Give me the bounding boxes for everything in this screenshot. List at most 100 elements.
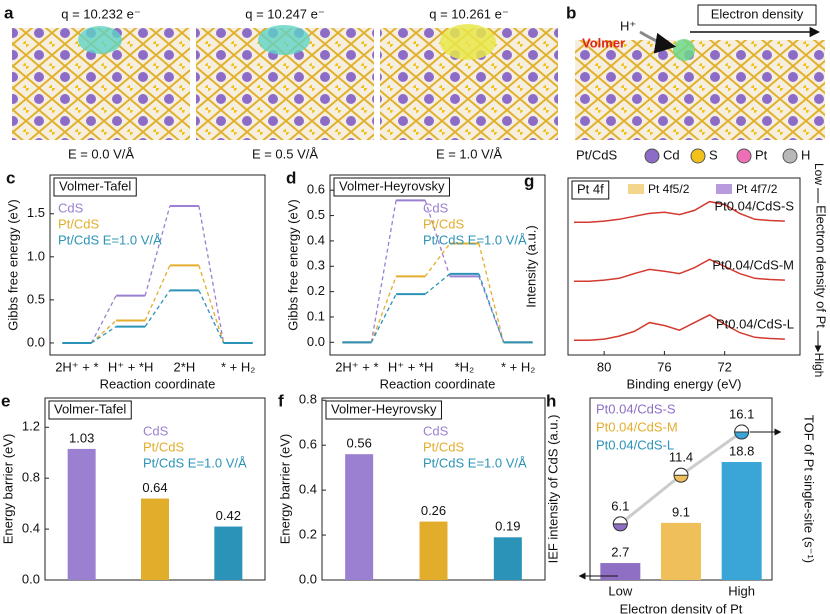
charge-label: q = 10.232 e⁻: [61, 6, 141, 21]
energy-connector: [478, 273, 505, 343]
legend-label: Pt/CdS E=1.0 V/Å: [143, 455, 247, 470]
value-label: 1.03: [69, 430, 94, 445]
bar: [661, 522, 701, 580]
y-tick-label: 0.0: [22, 571, 40, 586]
bar: [67, 448, 96, 580]
charge-label: q = 10.261 e⁻: [429, 6, 509, 21]
x-tick-label: 2H⁺ + *: [55, 359, 98, 374]
x-tick-label: 72: [717, 359, 731, 374]
y-tick-label: 0.2: [299, 526, 317, 541]
bar: [600, 563, 641, 580]
label-box: [697, 4, 817, 26]
legend-swatch: [716, 184, 732, 194]
legend-label: Pt/CdS: [58, 216, 100, 231]
x-tick-label: 76: [657, 359, 671, 374]
y-tick-label: 0.4: [299, 482, 317, 497]
x-tick-label: High: [728, 583, 755, 598]
legend-label: Pt/CdS E=1.0 V/Å: [58, 232, 162, 247]
x-axis-label: Binding energy (eV): [627, 376, 742, 391]
y-tick-label: 0.3: [307, 258, 325, 273]
energy-connector: [424, 243, 451, 277]
side-label: High: [812, 353, 826, 378]
step-label: Volmer: [582, 35, 625, 50]
side-label: Electron density of Pt: [814, 205, 829, 328]
field-label: E = 1.0 V/Å: [436, 146, 502, 161]
energy-connector: [90, 295, 117, 344]
y-tick-label: 0.4: [22, 521, 40, 536]
y2-axis-label: TOF of Pt single-site (s⁻¹): [802, 415, 817, 563]
x-tick-label: Low: [608, 583, 632, 598]
legend-swatch: [782, 148, 798, 164]
legend-swatch: [690, 148, 706, 164]
panel-label: e: [1, 391, 10, 410]
field-label: E = 0.0 V/Å: [68, 146, 134, 161]
title-box: [571, 180, 610, 200]
energy-connector: [144, 290, 171, 327]
legend-label: Pt0.04/CdS-M: [596, 419, 678, 434]
value-label: 18.8: [729, 443, 754, 458]
energy-connector: [370, 200, 397, 343]
legend-label: CdS: [423, 423, 449, 438]
energy-connector: [478, 243, 505, 343]
legend-label: Cd: [663, 147, 680, 162]
spectrum: [574, 314, 785, 342]
y-tick-label: 0.0: [299, 571, 317, 586]
energy-connector: [198, 205, 225, 344]
arrow-label: Electron density: [711, 6, 804, 21]
panel-label: f: [278, 391, 284, 410]
legend-label: Pt/CdS E=1.0 V/Å: [423, 232, 527, 247]
y-tick-label: 0.5: [27, 291, 45, 306]
y-tick-label: 0.0: [307, 334, 325, 349]
energy-connector: [198, 290, 225, 344]
bar: [214, 526, 243, 580]
x-tick-label: 2H⁺ + *: [335, 359, 378, 374]
energy-connector: [424, 273, 451, 295]
legend-label: CdS: [143, 423, 169, 438]
legend-label: Pt/CdS: [423, 439, 465, 454]
spectrum-label: Pt0.04/CdS-S: [715, 199, 795, 214]
y-tick-label: 0.6: [307, 182, 325, 197]
legend-swatch: [736, 148, 752, 164]
panel-title: Volmer-Heyrovsky: [339, 178, 445, 193]
bar: [419, 521, 448, 580]
tof-point-cap: [673, 467, 689, 476]
field-label: E = 0.5 V/Å: [252, 146, 318, 161]
legend-swatch: [628, 184, 644, 194]
y-tick-label: 0.1: [307, 308, 325, 323]
y-tick-label: 0.6: [299, 437, 317, 452]
value-label: 11.4: [669, 450, 693, 465]
charge-label: q = 10.247 e⁻: [245, 6, 325, 21]
legend-label: Pt0.04/CdS-S: [596, 401, 676, 416]
y-axis-label: Gibbs free energy (eV): [5, 199, 20, 331]
legend-label: Pt/CdS: [423, 216, 465, 231]
plot-frame: [49, 174, 266, 356]
energy-connector: [90, 320, 117, 344]
legend-label: S: [709, 147, 718, 162]
h-atom: [673, 39, 695, 61]
legend-label: CdS: [58, 200, 84, 215]
energy-connector: [144, 265, 171, 321]
title-box: [53, 177, 137, 197]
spectrum-label: Pt0.04/CdS-L: [716, 317, 794, 332]
energy-connector: [424, 200, 451, 277]
y-axis-label: Gibbs free energy (eV): [285, 199, 300, 331]
legend-label: H: [801, 147, 810, 162]
legend: Cd S Pt H: [644, 147, 810, 164]
y-tick-label: 1.5: [27, 205, 45, 220]
side-label: Low: [812, 163, 826, 185]
panel-title: Volmer-Tafel: [59, 178, 131, 193]
bar: [141, 498, 169, 580]
value-label: 0.26: [421, 503, 446, 518]
y-axis-label: Energy barrier (eV): [0, 434, 15, 545]
y-tick-label: 0.4: [307, 232, 325, 247]
panel-label: a: [4, 3, 14, 22]
y-tick-label: 0.2: [307, 283, 325, 298]
structure-image: [575, 40, 825, 140]
legend-label: Pt: [755, 147, 768, 162]
spectrum: [574, 258, 785, 283]
legend-label: Pt 4f7/2: [736, 182, 778, 196]
tof-point-cap: [612, 516, 628, 525]
panel-title: Volmer-Heyrovsky: [331, 401, 437, 416]
y-axis-label: Energy barrier (eV): [277, 434, 292, 545]
